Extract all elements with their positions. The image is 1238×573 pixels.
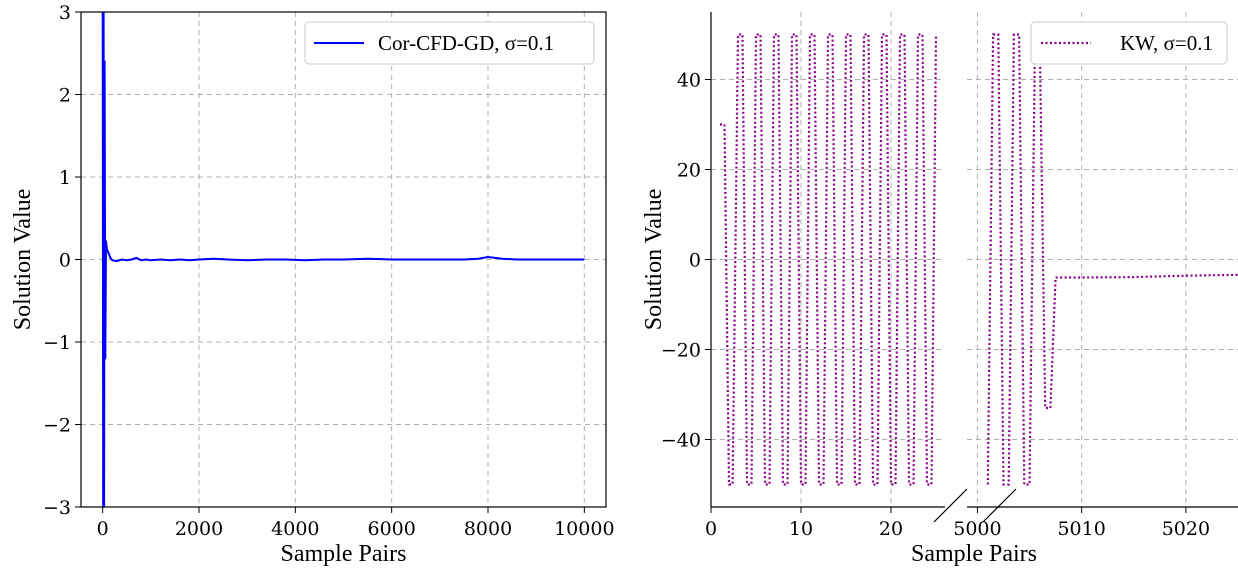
x-tick-label: 20: [879, 518, 903, 540]
x-tick-label: 8000: [464, 518, 512, 540]
legend: KW, σ=0.1: [1030, 21, 1228, 65]
x-tick-label: 0: [97, 518, 109, 540]
plot-frame: [80, 11, 607, 508]
axis-break-mark: [933, 488, 968, 523]
x-tick-label: 10000: [554, 518, 614, 540]
x-tick-label: 0: [705, 518, 717, 540]
y-tick-label: 3: [59, 2, 71, 24]
y-tick-label: −2: [43, 415, 71, 437]
y-tick-label: 0: [59, 250, 71, 272]
axis-break-mark: [982, 488, 1017, 523]
y-tick-label: −40: [661, 430, 701, 452]
right-chart: −40 −20 0 20 40 0 10 20 5000 5010 5020 Sample Pairs…: [641, 12, 1238, 567]
legend-label: Cor-CFD-GD, σ=0.1: [378, 31, 554, 55]
series-line-cor-cfd-gd: [101, 12, 585, 507]
x-tick-label: 5020: [1162, 518, 1210, 540]
legend-box: [1030, 21, 1228, 65]
y-tick-label: −3: [43, 497, 71, 519]
x-tick-label: 5000: [953, 518, 1001, 540]
y-tick-label: 1: [59, 167, 71, 189]
y-tick-label: −20: [661, 340, 701, 362]
x-tick-label: 4000: [271, 518, 319, 540]
y-axis-label: Solution Value: [10, 189, 36, 331]
legend-label: KW, σ=0.1: [1120, 31, 1213, 55]
x-axis-label: Sample Pairs: [911, 541, 1037, 567]
x-tick-label: 2000: [175, 518, 223, 540]
y-axis-label: Solution Value: [641, 189, 667, 331]
x-tick-label: 10: [789, 518, 813, 540]
series-line-kw-segment-2: [986, 33, 1238, 486]
left-chart: 0 2000 4000 6000 8000 10000 −3 −2 −1 0 1 2 3 Sample P…: [10, 2, 615, 567]
x-tick-label: 6000: [367, 518, 415, 540]
y-tick-label: −1: [43, 332, 71, 354]
legend-box: [304, 21, 595, 65]
legend: Cor-CFD-GD, σ=0.1: [304, 21, 595, 65]
y-tick-label: 40: [677, 70, 701, 92]
x-tick-label: 5010: [1057, 518, 1105, 540]
y-tick-label: 20: [677, 160, 701, 182]
x-axis-label: Sample Pairs: [281, 541, 407, 567]
y-tick-label: 2: [59, 85, 71, 107]
y-tick-label: 0: [689, 250, 701, 272]
